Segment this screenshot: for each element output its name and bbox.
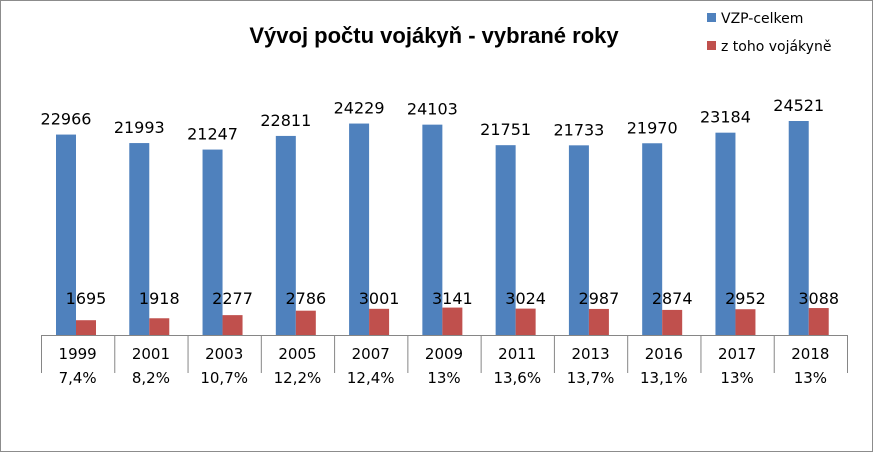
x-tick-sublabel: 13,1% bbox=[640, 369, 688, 387]
x-tick-label: 2017 bbox=[718, 345, 756, 363]
x-tick-sublabel: 13% bbox=[427, 369, 460, 387]
bar-z-toho-vojakyne bbox=[588, 308, 609, 335]
legend-label: z toho vojákyně bbox=[721, 39, 831, 55]
x-tick-label: 2003 bbox=[205, 345, 243, 363]
legend: VZP-celkem z toho vojákyně bbox=[707, 11, 831, 55]
x-tick-label: 1999 bbox=[59, 345, 97, 363]
legend-label: VZP-celkem bbox=[721, 11, 803, 27]
bar-vzp-celkem bbox=[349, 123, 370, 336]
data-label: 2786 bbox=[285, 289, 326, 308]
legend-swatch bbox=[707, 13, 716, 22]
bar-z-toho-vojakyne bbox=[295, 310, 316, 335]
data-label: 21733 bbox=[553, 120, 604, 139]
bar-vzp-celkem bbox=[495, 145, 516, 335]
bar-z-toho-vojakyne bbox=[149, 318, 170, 335]
data-label: 24521 bbox=[773, 96, 824, 115]
data-label: 21993 bbox=[114, 118, 165, 137]
x-tick-label: 2018 bbox=[791, 345, 829, 363]
bar-z-toho-vojakyne bbox=[735, 309, 756, 335]
data-label: 3088 bbox=[798, 289, 839, 308]
plot-area: 22966 1695 21993 1918 21247 2277 22811 2786 2422… bbox=[41, 96, 839, 336]
legend-swatch bbox=[707, 41, 716, 50]
data-label: 23184 bbox=[700, 108, 751, 127]
x-tick-sublabel: 10,7% bbox=[200, 369, 248, 387]
data-label: 24103 bbox=[407, 100, 458, 119]
bar-z-toho-vojakyne bbox=[662, 309, 683, 335]
bar-vzp-celkem bbox=[642, 143, 663, 335]
bar-vzp-celkem bbox=[788, 121, 809, 335]
bar-z-toho-vojakyne bbox=[76, 320, 96, 335]
data-label: 1918 bbox=[139, 289, 180, 308]
bar-z-toho-vojakyne bbox=[369, 308, 390, 335]
chart-title: Vývoj počtu vojákyň - vybrané roky bbox=[249, 23, 619, 48]
x-tick-sublabel: 12,2% bbox=[274, 369, 322, 387]
data-label: 1695 bbox=[66, 289, 107, 308]
x-axis: 1999 7,4% 2001 8,2% 2003 10,7% 2005 12,2% 2007 12… bbox=[41, 335, 848, 387]
data-label: 2874 bbox=[652, 289, 693, 308]
bar-vzp-celkem bbox=[129, 143, 150, 335]
data-label: 21751 bbox=[480, 120, 531, 139]
bar-vzp-celkem bbox=[202, 149, 223, 335]
data-label: 21970 bbox=[627, 118, 678, 137]
data-label: 22811 bbox=[260, 111, 311, 130]
x-tick-sublabel: 13,7% bbox=[567, 369, 615, 387]
bar-z-toho-vojakyne bbox=[808, 308, 829, 335]
data-label: 3001 bbox=[359, 289, 400, 308]
data-label: 22966 bbox=[41, 110, 92, 129]
x-tick-sublabel: 8,2% bbox=[132, 369, 170, 387]
x-tick-label: 2005 bbox=[278, 345, 316, 363]
x-tick-sublabel: 7,4% bbox=[59, 369, 97, 387]
x-tick-label: 2011 bbox=[498, 345, 536, 363]
data-label: 21247 bbox=[187, 125, 238, 144]
bar-z-toho-vojakyne bbox=[222, 315, 243, 335]
bar-z-toho-vojakyne bbox=[515, 308, 536, 335]
x-tick-sublabel: 13% bbox=[794, 369, 827, 387]
x-tick-label: 2007 bbox=[352, 345, 390, 363]
data-label: 2952 bbox=[725, 289, 766, 308]
x-tick-label: 2016 bbox=[645, 345, 683, 363]
data-label: 2987 bbox=[579, 289, 620, 308]
data-label: 3141 bbox=[432, 289, 473, 308]
data-label: 3024 bbox=[505, 289, 546, 308]
bar-vzp-celkem bbox=[715, 132, 736, 335]
x-tick-sublabel: 12,4% bbox=[347, 369, 395, 387]
x-tick-label: 2013 bbox=[571, 345, 609, 363]
x-tick-sublabel: 13,6% bbox=[493, 369, 541, 387]
data-label: 24229 bbox=[334, 99, 385, 118]
x-tick-label: 2009 bbox=[425, 345, 463, 363]
x-tick-sublabel: 13% bbox=[720, 369, 753, 387]
x-tick-label: 2001 bbox=[132, 345, 170, 363]
data-label: 2277 bbox=[212, 289, 253, 308]
bar-vzp-celkem bbox=[56, 134, 76, 335]
bar-vzp-celkem bbox=[275, 135, 296, 335]
bar-vzp-celkem bbox=[568, 145, 589, 335]
bar-z-toho-vojakyne bbox=[442, 307, 463, 335]
bar-vzp-celkem bbox=[422, 124, 443, 335]
